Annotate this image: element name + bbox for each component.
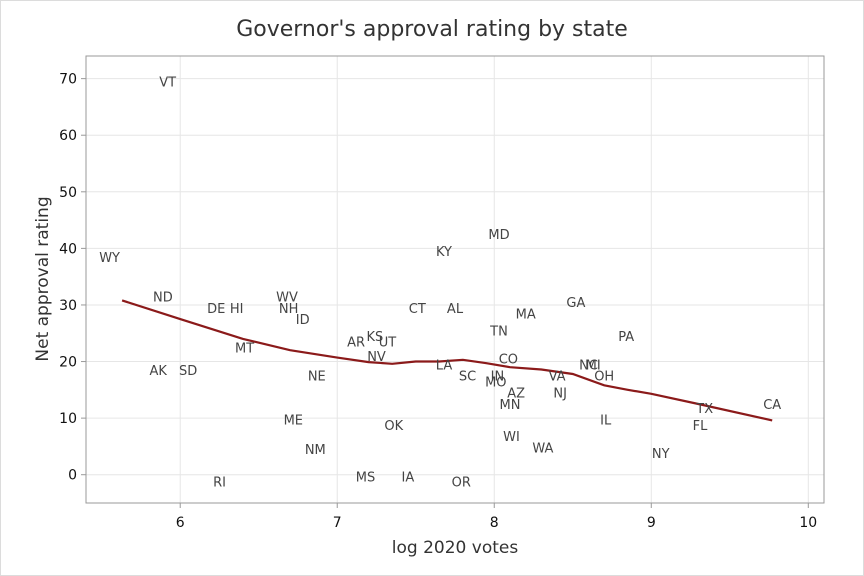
x-axis-label: log 2020 votes bbox=[392, 538, 519, 558]
point-mo: MO bbox=[485, 375, 506, 390]
point-wy: WY bbox=[99, 251, 120, 266]
point-oh: OH bbox=[594, 370, 614, 385]
point-fl: FL bbox=[693, 419, 708, 434]
point-wi: WI bbox=[503, 430, 520, 445]
y-tick-label: 0 bbox=[68, 468, 77, 484]
point-wa: WA bbox=[532, 442, 553, 457]
point-mi: MI bbox=[586, 358, 601, 373]
chart-title: Governor's approval rating by state bbox=[236, 17, 628, 42]
point-ri: RI bbox=[213, 476, 226, 491]
point-or: OR bbox=[452, 476, 471, 491]
point-ak: AK bbox=[149, 364, 167, 379]
point-nv: NV bbox=[367, 350, 386, 365]
grid bbox=[86, 56, 824, 503]
point-nh: NH bbox=[279, 302, 299, 317]
point-nj: NJ bbox=[553, 387, 567, 402]
point-ms: MS bbox=[356, 470, 375, 485]
point-md: MD bbox=[488, 228, 509, 243]
y-tick-label: 60 bbox=[59, 128, 77, 144]
point-mn: MN bbox=[500, 398, 521, 413]
point-sd: SD bbox=[179, 364, 197, 379]
point-hi: HI bbox=[230, 302, 244, 317]
point-ma: MA bbox=[516, 307, 536, 322]
point-ga: GA bbox=[566, 296, 585, 311]
point-nm: NM bbox=[305, 443, 326, 458]
plot-panel bbox=[85, 55, 825, 504]
x-tick-label: 10 bbox=[799, 515, 817, 531]
point-ia: IA bbox=[402, 470, 415, 485]
point-sc: SC bbox=[459, 370, 476, 385]
point-la: LA bbox=[436, 358, 453, 373]
point-ok: OK bbox=[384, 419, 403, 434]
point-pa: PA bbox=[618, 330, 634, 345]
x-tick-label: 9 bbox=[647, 515, 656, 531]
point-ut: UT bbox=[379, 336, 397, 351]
y-tick-label: 50 bbox=[59, 185, 77, 201]
x-tick-label: 8 bbox=[490, 515, 499, 531]
x-tick-label: 6 bbox=[176, 515, 185, 531]
trend-line bbox=[121, 299, 773, 422]
point-wv: WV bbox=[276, 291, 298, 306]
point-ny: NY bbox=[652, 447, 670, 462]
point-va: VA bbox=[549, 370, 566, 385]
point-de: DE bbox=[207, 302, 225, 317]
point-nd: ND bbox=[153, 291, 173, 306]
point-vt: VT bbox=[159, 76, 176, 91]
y-tick-label: 10 bbox=[59, 411, 77, 427]
point-tx: TX bbox=[695, 402, 713, 417]
point-me: ME bbox=[284, 413, 303, 428]
axis-ticks: 6 7 8 9 10 0 10 20 30 40 50 60 70 bbox=[59, 72, 817, 531]
point-il: IL bbox=[600, 413, 612, 428]
point-in: IN bbox=[491, 370, 505, 385]
point-ky: KY bbox=[436, 245, 452, 260]
point-id: ID bbox=[296, 313, 310, 328]
point-ne: NE bbox=[308, 370, 326, 385]
y-tick-label: 40 bbox=[59, 241, 77, 257]
point-co: CO bbox=[499, 353, 518, 368]
point-ca: CA bbox=[763, 398, 781, 413]
y-tick-label: 70 bbox=[59, 72, 77, 88]
point-ar: AR bbox=[347, 336, 365, 351]
y-tick-label: 30 bbox=[59, 298, 77, 314]
point-ks: KS bbox=[367, 330, 384, 345]
y-tick-label: 20 bbox=[59, 355, 77, 371]
point-mt: MT bbox=[235, 341, 254, 356]
point-ct: CT bbox=[409, 302, 426, 317]
point-al: AL bbox=[447, 302, 464, 317]
point-tn: TN bbox=[489, 324, 508, 339]
point-az: AZ bbox=[507, 387, 525, 402]
point-nc: NC bbox=[579, 358, 598, 373]
y-axis-label: Net approval rating bbox=[33, 196, 53, 361]
x-tick-label: 7 bbox=[333, 515, 342, 531]
